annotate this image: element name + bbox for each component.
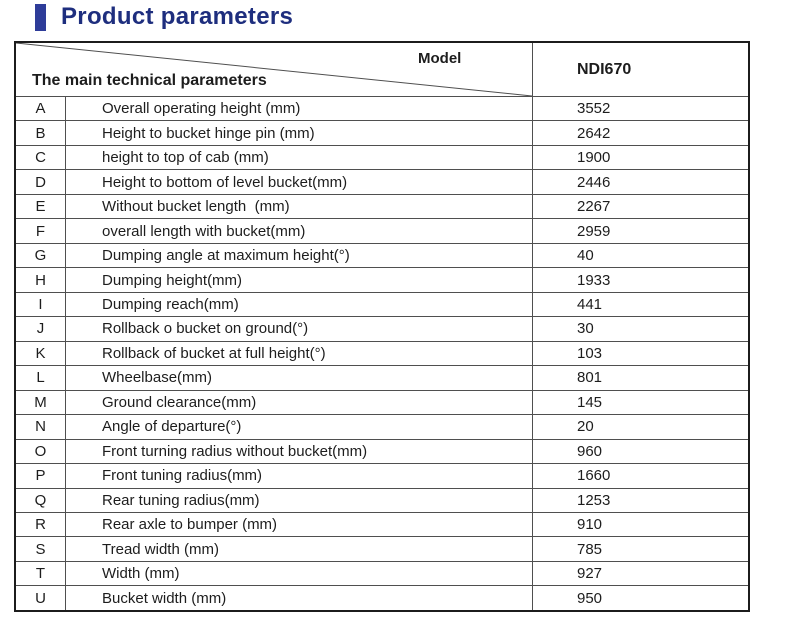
table-row: P Front tuning radius(mm) 1660 bbox=[16, 463, 748, 488]
row-letter-cell: L bbox=[16, 366, 66, 390]
row-parameter-cell: Rear axle to bumper (mm) bbox=[66, 512, 533, 537]
row-parameter-cell: Front tuning radius(mm) bbox=[66, 464, 533, 488]
diagonal-divider-line bbox=[16, 43, 532, 96]
row-letter-cell: A bbox=[16, 97, 66, 121]
row-parameter-cell: Width (mm) bbox=[66, 561, 533, 586]
table-row: F overall length with bucket(mm) 2959 bbox=[16, 218, 748, 243]
row-letter-cell: C bbox=[16, 145, 66, 170]
row-value-cell: 1933 bbox=[577, 271, 611, 289]
row-letter-cell: I bbox=[16, 292, 66, 317]
table-row: G Dumping angle at maximum height(°) 40 bbox=[16, 242, 748, 268]
row-parameter-cell: Bucket width (mm) bbox=[66, 586, 533, 610]
table-row: Q Rear tuning radius(mm) 1253 bbox=[16, 487, 748, 512]
table-row: D Height to bottom of level bucket(mm) 2… bbox=[16, 169, 748, 194]
page-title: Product parameters bbox=[61, 3, 294, 30]
row-value-cell: 441 bbox=[577, 295, 603, 313]
table-row: O Front turning radius without bucket(mm… bbox=[16, 438, 748, 464]
table-row: A Overall operating height (mm) 3552 bbox=[16, 97, 748, 121]
table-row: H Dumping height(mm) 1933 bbox=[16, 267, 748, 292]
row-parameter-cell: Height to bottom of level bucket(mm) bbox=[66, 170, 533, 194]
row-letter-cell: E bbox=[16, 194, 66, 219]
table-row: N Angle of departure(°) 20 bbox=[16, 414, 748, 439]
row-value-cell: 1660 bbox=[577, 467, 611, 485]
row-parameter-cell: Tread width (mm) bbox=[66, 537, 533, 561]
table-row: C height to top of cab (mm) 1900 bbox=[16, 144, 748, 170]
row-letter-cell: J bbox=[16, 317, 66, 341]
row-value-cell: 1900 bbox=[577, 149, 611, 167]
model-column-label: Model bbox=[418, 50, 462, 67]
row-value-cell: 801 bbox=[577, 369, 603, 387]
table-row: K Rollback of bucket at full height(°) 1… bbox=[16, 340, 748, 366]
row-parameter-cell: Without bucket length (mm) bbox=[66, 194, 533, 219]
row-parameter-cell: Rollback o bucket on ground(°) bbox=[66, 317, 533, 341]
row-parameter-cell: overall length with bucket(mm) bbox=[66, 219, 533, 243]
row-value-cell: 910 bbox=[577, 516, 603, 534]
row-value-cell: 1253 bbox=[577, 491, 611, 509]
row-letter-cell: F bbox=[16, 219, 66, 243]
page-header: Product parameters bbox=[35, 3, 293, 31]
table-row: U Bucket width (mm) 950 bbox=[16, 585, 748, 610]
model-value-cell: NDI670 bbox=[577, 60, 632, 78]
product-parameters-table: Model The main technical parameters NDI6… bbox=[14, 41, 750, 612]
table-row: T Width (mm) 927 bbox=[16, 560, 748, 586]
row-value-cell: 2642 bbox=[577, 124, 611, 142]
row-parameter-cell: Overall operating height (mm) bbox=[66, 97, 533, 121]
row-letter-cell: K bbox=[16, 341, 66, 366]
row-value-cell: 960 bbox=[577, 442, 603, 460]
table-header-row: Model The main technical parameters NDI6… bbox=[16, 43, 748, 97]
table-row: L Wheelbase(mm) 801 bbox=[16, 365, 748, 390]
row-parameter-cell: Dumping angle at maximum height(°) bbox=[66, 243, 533, 268]
row-parameter-cell: Rollback of bucket at full height(°) bbox=[66, 341, 533, 366]
row-value-cell: 950 bbox=[577, 589, 603, 607]
table-body: A Overall operating height (mm) 3552 B H… bbox=[16, 97, 748, 610]
row-value-cell: 103 bbox=[577, 344, 603, 362]
table-row: R Rear axle to bumper (mm) 910 bbox=[16, 511, 748, 537]
row-letter-cell: T bbox=[16, 561, 66, 586]
table-row: B Height to bucket hinge pin (mm) 2642 bbox=[16, 120, 748, 145]
row-parameter-cell: Angle of departure(°) bbox=[66, 415, 533, 439]
row-value-cell: 145 bbox=[577, 393, 603, 411]
row-parameter-cell: Ground clearance(mm) bbox=[66, 390, 533, 415]
row-parameter-cell: Height to bucket hinge pin (mm) bbox=[66, 121, 533, 145]
row-value-cell: 30 bbox=[577, 320, 594, 338]
row-parameter-cell: Wheelbase(mm) bbox=[66, 366, 533, 390]
row-letter-cell: R bbox=[16, 512, 66, 537]
row-value-cell: 2446 bbox=[577, 173, 611, 191]
row-letter-cell: H bbox=[16, 268, 66, 292]
row-letter-cell: N bbox=[16, 415, 66, 439]
row-parameter-cell: Front turning radius without bucket(mm) bbox=[66, 439, 533, 464]
row-letter-cell: D bbox=[16, 170, 66, 194]
row-value-cell: 785 bbox=[577, 540, 603, 558]
row-letter-cell: B bbox=[16, 121, 66, 145]
parameters-column-label: The main technical parameters bbox=[32, 72, 267, 89]
title-accent-bar-icon bbox=[35, 3, 46, 31]
row-value-cell: 20 bbox=[577, 418, 594, 436]
row-letter-cell: O bbox=[16, 439, 66, 464]
row-parameter-cell: height to top of cab (mm) bbox=[66, 145, 533, 170]
table-row: J Rollback o bucket on ground(°) 30 bbox=[16, 316, 748, 341]
table-row: I Dumping reach(mm) 441 bbox=[16, 291, 748, 317]
row-value-cell: 2267 bbox=[577, 198, 611, 216]
table-row: E Without bucket length (mm) 2267 bbox=[16, 193, 748, 219]
row-parameter-cell: Rear tuning radius(mm) bbox=[66, 488, 533, 512]
row-value-cell: 2959 bbox=[577, 222, 611, 240]
table-row: S Tread width (mm) 785 bbox=[16, 536, 748, 561]
row-letter-cell: S bbox=[16, 537, 66, 561]
row-letter-cell: Q bbox=[16, 488, 66, 512]
row-letter-cell: G bbox=[16, 243, 66, 268]
row-letter-cell: U bbox=[16, 586, 66, 610]
row-value-cell: 3552 bbox=[577, 100, 611, 118]
row-letter-cell: M bbox=[16, 390, 66, 415]
row-value-cell: 927 bbox=[577, 565, 603, 583]
row-parameter-cell: Dumping reach(mm) bbox=[66, 292, 533, 317]
row-parameter-cell: Dumping height(mm) bbox=[66, 268, 533, 292]
table-row: M Ground clearance(mm) 145 bbox=[16, 389, 748, 415]
row-letter-cell: P bbox=[16, 464, 66, 488]
header-diagonal-cell: Model The main technical parameters bbox=[16, 43, 533, 96]
row-value-cell: 40 bbox=[577, 247, 594, 265]
